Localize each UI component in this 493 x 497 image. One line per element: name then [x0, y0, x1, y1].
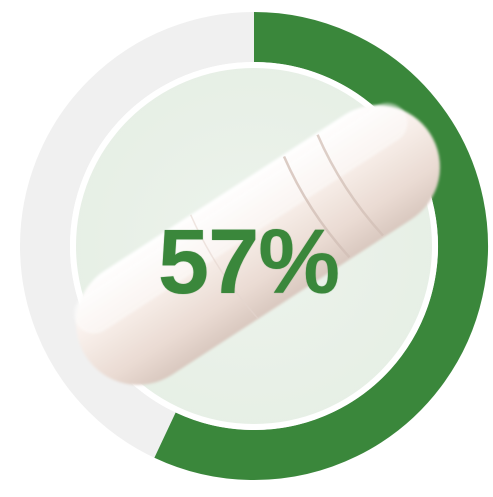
capsule-pill-image	[73, 102, 440, 385]
progress-arc	[154, 12, 488, 480]
